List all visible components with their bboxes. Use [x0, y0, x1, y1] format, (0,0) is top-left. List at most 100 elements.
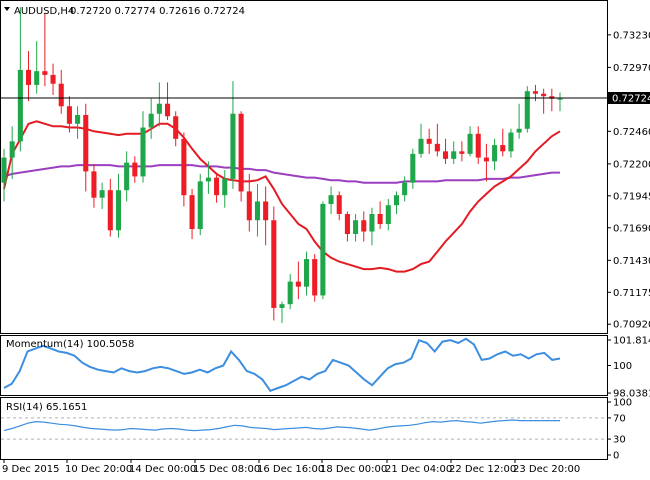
candle	[230, 81, 236, 189]
candle	[320, 201, 326, 300]
rsi-panel	[0, 397, 608, 460]
candle	[107, 178, 113, 237]
candle	[303, 251, 310, 296]
candle	[66, 96, 72, 133]
candle-body	[189, 195, 195, 230]
candle-body	[279, 304, 285, 308]
candle	[115, 173, 122, 238]
candle-body	[1, 157, 7, 183]
time-tick-label: 9 Dec 2015	[2, 464, 60, 475]
candle	[524, 86, 530, 133]
candle-body	[467, 133, 473, 154]
candle	[164, 82, 171, 121]
candle	[25, 51, 32, 102]
candle-body	[99, 190, 105, 198]
sma100-line	[3, 164, 560, 184]
candle	[361, 211, 367, 242]
candle-body	[410, 153, 416, 183]
candle-body	[115, 190, 122, 231]
momentum-line	[3, 337, 561, 392]
candle-body	[156, 103, 162, 114]
rsi-tick-label: 100	[613, 398, 632, 409]
candle-body	[557, 98, 563, 100]
candle-body	[9, 141, 15, 158]
candle	[532, 84, 539, 102]
candle-body	[124, 162, 130, 191]
time-tick-label: 15 Dec 08:00	[193, 464, 260, 475]
candle	[483, 143, 489, 182]
candle	[173, 111, 179, 147]
candle	[328, 186, 334, 214]
candle-body	[361, 220, 367, 232]
candle-body	[492, 145, 498, 162]
candle	[91, 163, 97, 208]
candle	[459, 141, 465, 162]
candle	[295, 261, 301, 300]
rsi-tick-label: 30	[613, 435, 626, 446]
momentum-panel	[0, 335, 608, 396]
dropdown-arrow-icon[interactable]	[4, 7, 10, 11]
candle-body	[336, 195, 342, 214]
candle-body	[475, 133, 481, 158]
candle	[50, 63, 56, 95]
candle-body	[312, 259, 318, 296]
candle	[418, 123, 424, 158]
price-tick-label: 0.71175	[613, 288, 650, 299]
candle-body	[303, 259, 310, 287]
candle-body	[50, 74, 56, 84]
candle	[42, 13, 48, 87]
ohlc-label: 0.72720 0.72774 0.72616 0.72724	[70, 6, 245, 17]
time-tick-label: 21 Dec 04:00	[385, 464, 452, 475]
candles-layer	[1, 7, 563, 323]
candle	[442, 138, 449, 164]
candle	[156, 82, 162, 127]
candle	[467, 126, 473, 157]
time-tick-label: 18 Dec 00:00	[320, 464, 387, 475]
candle-body	[549, 96, 555, 99]
candle-body	[483, 157, 489, 162]
candle	[500, 128, 506, 157]
candle	[434, 123, 440, 157]
time-tick-label: 10 Dec 20:00	[65, 464, 132, 475]
rsi-axis: 100 70 30 0	[607, 398, 632, 462]
candle	[402, 176, 408, 202]
candle	[344, 211, 350, 242]
candle	[214, 173, 220, 203]
rsi-line	[3, 419, 560, 432]
candle	[541, 88, 547, 114]
candle	[34, 41, 40, 94]
symbol-label: AUDUSD,H4	[14, 6, 74, 17]
candle	[222, 170, 228, 208]
momentum-tick-label: 100	[613, 361, 632, 372]
candle-body	[271, 220, 277, 308]
candle	[189, 188, 195, 240]
candle-body	[58, 83, 64, 107]
candle-body	[197, 181, 203, 230]
current-price-label: 0.72724	[612, 94, 650, 105]
candle	[287, 274, 293, 310]
candle-body	[254, 201, 261, 221]
candle	[9, 126, 15, 179]
candle-body	[434, 143, 440, 152]
candle	[279, 301, 285, 323]
candle	[246, 173, 252, 232]
time-tick-label: 23 Dec 20:00	[513, 464, 580, 475]
candle-body	[508, 132, 514, 152]
candle-body	[369, 213, 375, 232]
sma20-line	[3, 120, 561, 273]
momentum-layer	[3, 337, 561, 392]
candle	[508, 128, 514, 158]
candle	[393, 191, 400, 214]
candle	[1, 148, 7, 202]
candle-body	[287, 281, 293, 305]
candle-body	[246, 191, 252, 221]
candle-body	[353, 220, 359, 235]
candle	[140, 111, 146, 183]
